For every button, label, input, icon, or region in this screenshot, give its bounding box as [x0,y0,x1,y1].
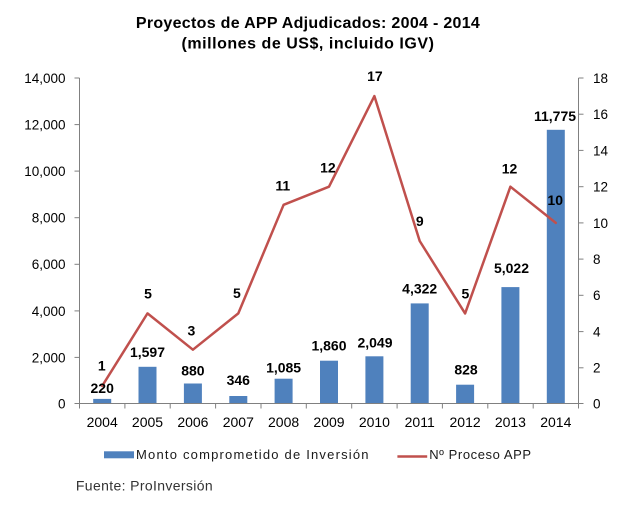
svg-text:12: 12 [593,180,608,195]
svg-text:0: 0 [593,396,601,411]
svg-text:10: 10 [593,216,608,231]
svg-text:6: 6 [593,288,601,303]
svg-text:2004: 2004 [87,414,118,430]
svg-text:2006: 2006 [177,414,208,430]
svg-text:Proyectos de APP Adjudicados:: Proyectos de APP Adjudicados: 2004 - 201… [136,15,480,32]
svg-text:1,597: 1,597 [130,344,165,360]
svg-text:11,775: 11,775 [534,108,576,124]
svg-text:2007: 2007 [223,414,254,430]
svg-text:14: 14 [593,143,609,158]
svg-text:(millones de US$, incluido IGV: (millones de US$, incluido IGV) [182,36,435,53]
svg-text:5,022: 5,022 [494,260,529,276]
svg-text:2013: 2013 [495,414,526,430]
svg-text:8,000: 8,000 [32,211,66,226]
svg-text:17: 17 [367,68,383,84]
svg-text:5: 5 [144,285,152,301]
svg-text:10,000: 10,000 [24,164,65,179]
svg-text:12: 12 [320,160,336,176]
svg-text:2005: 2005 [132,414,163,430]
svg-text:16: 16 [593,107,608,122]
svg-text:Monto comprometido de Inversió: Monto comprometido de Inversión [136,447,370,462]
svg-text:9: 9 [416,213,424,229]
svg-text:1: 1 [98,357,106,373]
svg-text:8: 8 [593,252,601,267]
svg-text:12,000: 12,000 [24,118,65,133]
svg-text:4,322: 4,322 [402,281,437,297]
svg-text:2011: 2011 [405,414,435,430]
svg-text:14,000: 14,000 [24,71,65,86]
svg-text:2: 2 [593,361,601,376]
svg-text:0: 0 [58,396,66,411]
svg-text:3: 3 [188,323,196,339]
svg-text:2008: 2008 [268,414,299,430]
svg-text:6,000: 6,000 [32,257,66,272]
svg-text:Nº Proceso APP: Nº Proceso APP [429,447,531,462]
svg-text:12: 12 [502,161,518,177]
svg-text:880: 880 [181,363,205,379]
svg-text:220: 220 [91,380,115,396]
svg-text:4: 4 [593,325,601,340]
svg-text:5: 5 [462,285,470,301]
svg-text:346: 346 [227,372,251,388]
svg-text:1,085: 1,085 [266,359,301,375]
svg-text:5: 5 [233,285,241,301]
svg-text:2012: 2012 [450,414,481,430]
svg-text:1,860: 1,860 [311,337,346,353]
svg-text:2014: 2014 [540,414,571,430]
svg-text:2,000: 2,000 [32,350,66,365]
svg-text:Fuente: ProInversión: Fuente: ProInversión [76,478,213,494]
svg-text:2,049: 2,049 [357,334,392,350]
svg-text:11: 11 [275,177,290,193]
svg-text:10: 10 [547,192,563,208]
svg-text:828: 828 [454,361,478,377]
svg-text:2009: 2009 [313,414,344,430]
svg-text:18: 18 [593,71,608,86]
svg-text:2010: 2010 [359,414,390,430]
svg-text:4,000: 4,000 [32,304,66,319]
